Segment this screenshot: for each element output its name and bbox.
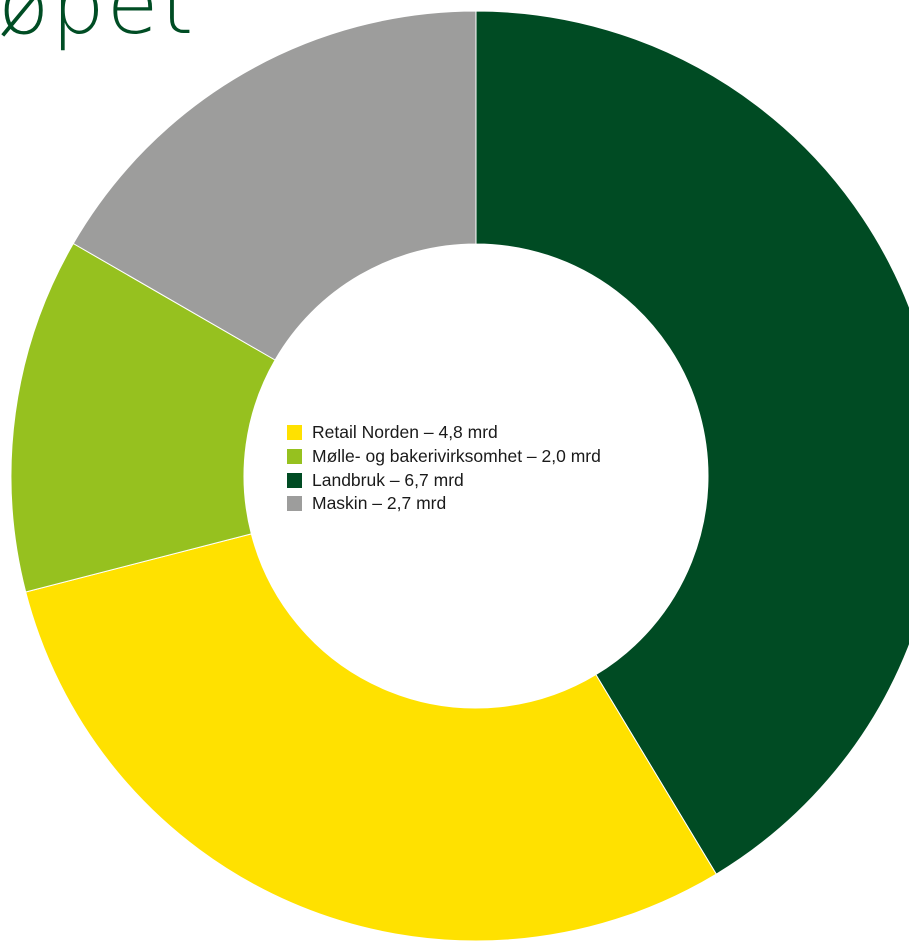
slice-molle-bakeri <box>10 242 276 593</box>
legend-item-maskin: Maskin – 2,7 mrd <box>287 492 601 516</box>
slice-retail-norden <box>25 533 717 941</box>
legend-label: Maskin – 2,7 mrd <box>312 493 447 514</box>
legend-label: Mølle- og bakerivirksomhet – 2,0 mrd <box>312 446 601 467</box>
chart-legend: Retail Norden – 4,8 mrd Mølle- og bakeri… <box>287 421 601 516</box>
slice-maskin <box>72 10 477 361</box>
legend-label: Retail Norden – 4,8 mrd <box>312 422 498 443</box>
legend-item-retail-norden: Retail Norden – 4,8 mrd <box>287 421 601 445</box>
slice-landbruk <box>475 10 909 875</box>
legend-item-molle-bakeri: Mølle- og bakerivirksomhet – 2,0 mrd <box>287 445 601 469</box>
page-title-fragment: øpet <box>0 0 196 53</box>
legend-label: Landbruk – 6,7 mrd <box>312 469 464 490</box>
legend-item-landbruk: Landbruk – 6,7 mrd <box>287 468 601 492</box>
legend-swatch <box>287 496 302 512</box>
legend-swatch <box>287 425 302 441</box>
legend-swatch <box>287 472 302 488</box>
legend-swatch <box>287 449 302 465</box>
